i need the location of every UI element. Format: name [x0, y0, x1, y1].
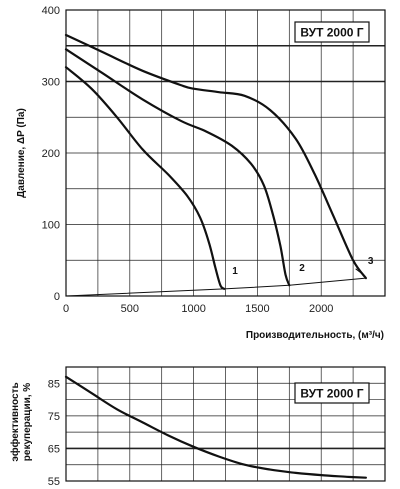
x-tick-label: 0	[63, 303, 69, 315]
y-tick-label: 55	[48, 476, 60, 488]
chart-title: ВУТ 2000 Г	[300, 387, 363, 401]
y-tick-label: 200	[42, 148, 60, 160]
fan-curve-2	[64, 48, 291, 287]
y-axis-title: эффективностьрекуперации, %	[9, 382, 33, 461]
y-tick-label: 0	[54, 291, 60, 303]
efficiency-chart: 55 65 75 85 эффективностьрекуперации, % ВУТ 2…	[9, 366, 386, 488]
x-tick-label: 1500	[245, 303, 269, 315]
y-tick-label: 65	[48, 443, 60, 455]
y-tick-label: 100	[42, 220, 60, 232]
system-resistance-line	[65, 277, 367, 297]
curve-label-3: 3	[368, 256, 374, 267]
title-badge	[294, 21, 370, 43]
y-axis-title: Давление, ΔP (Па)	[16, 108, 27, 198]
curve-label-1: 1	[232, 266, 238, 277]
curve-label-3-leader	[355, 268, 364, 275]
plot-frame	[65, 9, 386, 297]
x-tick-label: 2000	[309, 303, 333, 315]
fan-curve-3	[64, 33, 367, 280]
y-tick-label: 300	[42, 77, 60, 89]
y-tick-label: 85	[48, 378, 60, 390]
x-tick-label: 1000	[181, 303, 205, 315]
x-axis-title: Производительность, (м³/ч)	[246, 330, 384, 341]
y-axis-title-line-2: рекуперации, %	[22, 383, 33, 462]
pressure-chart: 0 100 200 300 400 0 500 1000 1500 2000 Давление, Δ…	[16, 5, 386, 341]
y-tick-label: 400	[42, 5, 60, 17]
efficiency-curve	[64, 375, 367, 479]
title-badge	[294, 382, 370, 404]
x-tick-label: 500	[121, 303, 139, 315]
curve-label-2: 2	[299, 263, 305, 274]
plot-frame	[65, 366, 386, 482]
y-tick-label: 75	[48, 411, 60, 423]
fan-curve-1	[64, 66, 226, 290]
y-axis-title-line-1: эффективность	[9, 382, 21, 461]
chart-title: ВУТ 2000 Г	[300, 26, 363, 40]
